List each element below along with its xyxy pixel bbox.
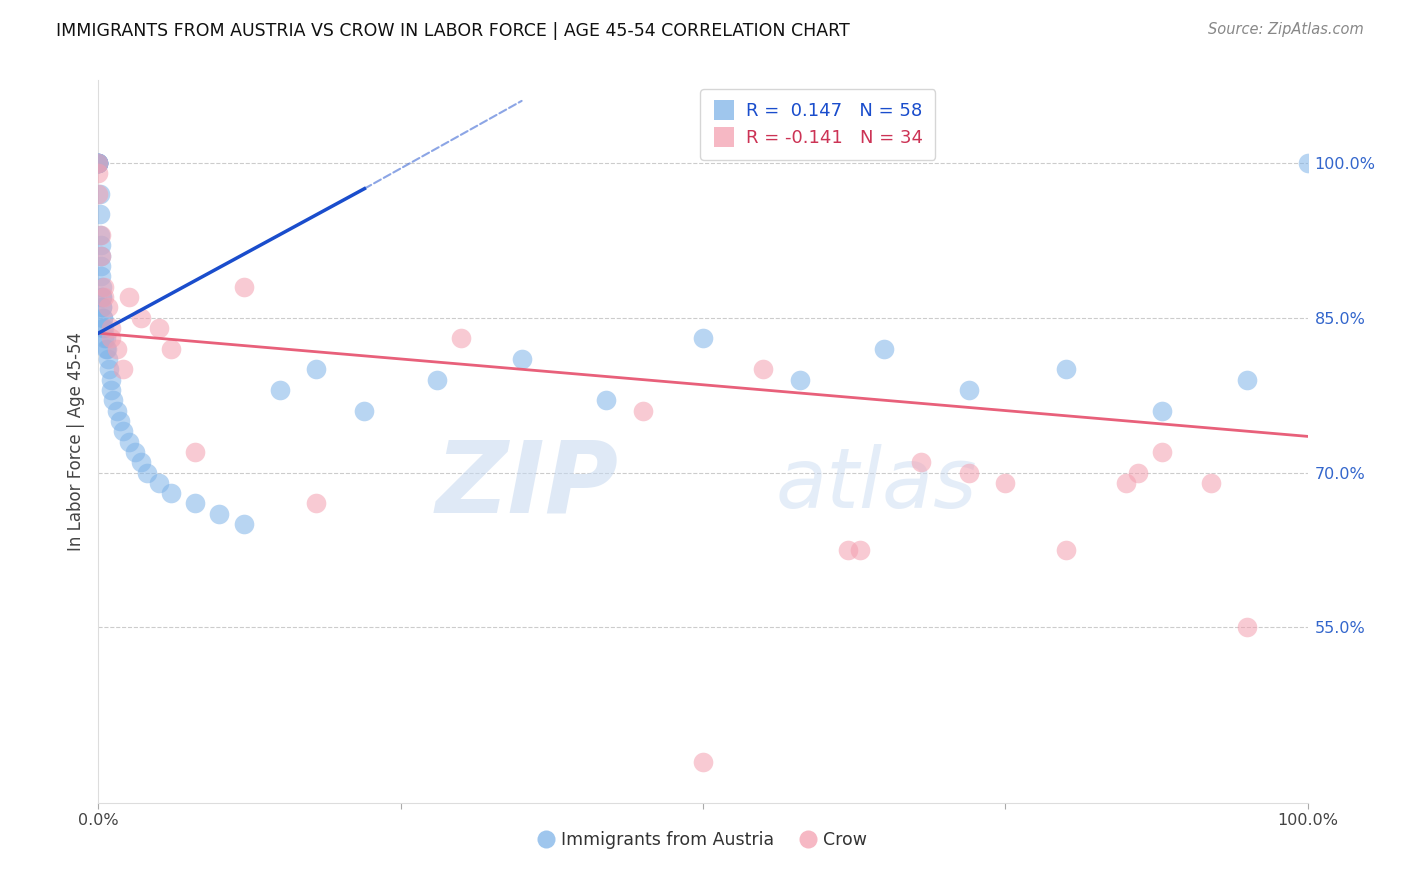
Point: [910, 455, 932, 469]
Point: [1054, 542, 1077, 557]
Point: [93, 279, 115, 293]
Point: [91, 301, 114, 315]
Point: [692, 331, 714, 345]
Text: Source: ZipAtlas.com: Source: ZipAtlas.com: [1208, 22, 1364, 37]
Point: [111, 424, 134, 438]
Point: [957, 466, 980, 480]
Text: atlas: atlas: [776, 444, 977, 525]
Point: [426, 373, 449, 387]
Point: [1296, 156, 1319, 170]
Point: [1236, 620, 1258, 634]
Point: [91, 310, 114, 325]
Point: [101, 393, 124, 408]
Point: [232, 517, 254, 532]
Point: [93, 331, 115, 345]
Point: [89, 186, 111, 201]
Point: [90, 249, 112, 263]
Point: [87, 156, 110, 170]
Point: [1054, 362, 1077, 376]
Point: [595, 393, 617, 408]
Point: [100, 373, 122, 387]
Legend: Immigrants from Austria, Crow: Immigrants from Austria, Crow: [531, 823, 875, 855]
Point: [631, 403, 654, 417]
Point: [184, 445, 207, 459]
Point: [1199, 475, 1222, 490]
Point: [100, 383, 122, 397]
Point: [97, 301, 120, 315]
Point: [96, 342, 118, 356]
Point: [94, 331, 117, 345]
Point: [1236, 373, 1258, 387]
Point: [450, 331, 472, 345]
Point: [957, 383, 980, 397]
Point: [752, 362, 775, 376]
Point: [111, 362, 134, 376]
Point: [1115, 475, 1137, 490]
Point: [87, 156, 110, 170]
Point: [89, 228, 111, 243]
Point: [91, 290, 114, 304]
Point: [89, 207, 111, 221]
Y-axis label: In Labor Force | Age 45-54: In Labor Force | Age 45-54: [66, 332, 84, 551]
Point: [118, 290, 141, 304]
Point: [90, 228, 112, 243]
Point: [87, 156, 110, 170]
Point: [87, 156, 110, 170]
Point: [90, 238, 112, 252]
Point: [105, 342, 128, 356]
Point: [148, 321, 170, 335]
Point: [353, 403, 375, 417]
Point: [91, 290, 114, 304]
Point: [1128, 466, 1150, 480]
Point: [160, 342, 183, 356]
Point: [873, 342, 896, 356]
Point: [789, 373, 811, 387]
Point: [510, 351, 533, 366]
Point: [305, 362, 328, 376]
Point: [98, 362, 121, 376]
Point: [91, 279, 114, 293]
Point: [160, 486, 183, 500]
Point: [208, 507, 231, 521]
Point: [91, 301, 114, 315]
Point: [1152, 445, 1174, 459]
Point: [305, 496, 328, 510]
Point: [837, 542, 859, 557]
Point: [148, 475, 170, 490]
Point: [91, 310, 114, 325]
Point: [87, 156, 110, 170]
Point: [184, 496, 207, 510]
Point: [87, 156, 110, 170]
Point: [1152, 403, 1174, 417]
Point: [97, 351, 120, 366]
Point: [269, 383, 291, 397]
Point: [91, 321, 114, 335]
Point: [87, 186, 110, 201]
Point: [135, 466, 157, 480]
Text: ZIP: ZIP: [436, 436, 619, 533]
Point: [94, 342, 117, 356]
Point: [118, 434, 141, 449]
Point: [129, 310, 152, 325]
Point: [90, 259, 112, 273]
Point: [108, 414, 131, 428]
Point: [87, 156, 110, 170]
Point: [90, 269, 112, 284]
Text: IMMIGRANTS FROM AUSTRIA VS CROW IN LABOR FORCE | AGE 45-54 CORRELATION CHART: IMMIGRANTS FROM AUSTRIA VS CROW IN LABOR…: [56, 22, 851, 40]
Point: [105, 403, 128, 417]
Point: [90, 249, 112, 263]
Point: [100, 331, 122, 345]
Point: [994, 475, 1017, 490]
Point: [87, 156, 110, 170]
Point: [849, 542, 872, 557]
Point: [129, 455, 152, 469]
Point: [100, 321, 122, 335]
Point: [93, 321, 115, 335]
Point: [87, 166, 110, 180]
Point: [124, 445, 146, 459]
Point: [692, 755, 714, 769]
Point: [93, 290, 115, 304]
Point: [232, 279, 254, 293]
